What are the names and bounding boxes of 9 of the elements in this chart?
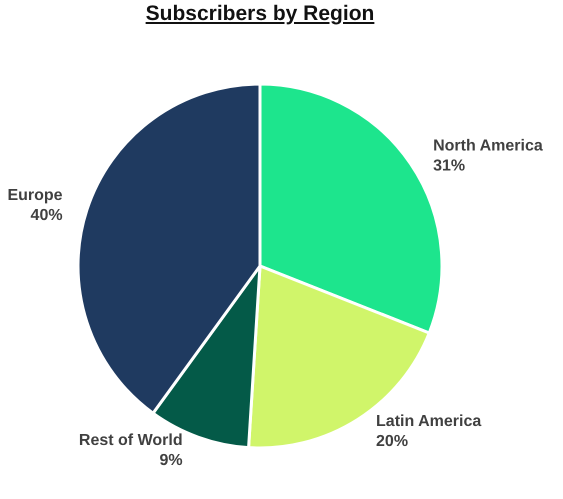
data-label: 9% bbox=[159, 452, 183, 469]
data-label: 20% bbox=[376, 432, 408, 450]
data-label: 31% bbox=[433, 157, 466, 174]
slice-label: North America bbox=[433, 137, 543, 154]
slice-label: Latin America bbox=[376, 412, 482, 430]
chart-title: Subscribers by Region bbox=[144, 2, 376, 26]
slice-label: Rest of World bbox=[78, 432, 183, 449]
data-label: 40% bbox=[30, 206, 63, 224]
slice-label: Europe bbox=[7, 186, 63, 204]
